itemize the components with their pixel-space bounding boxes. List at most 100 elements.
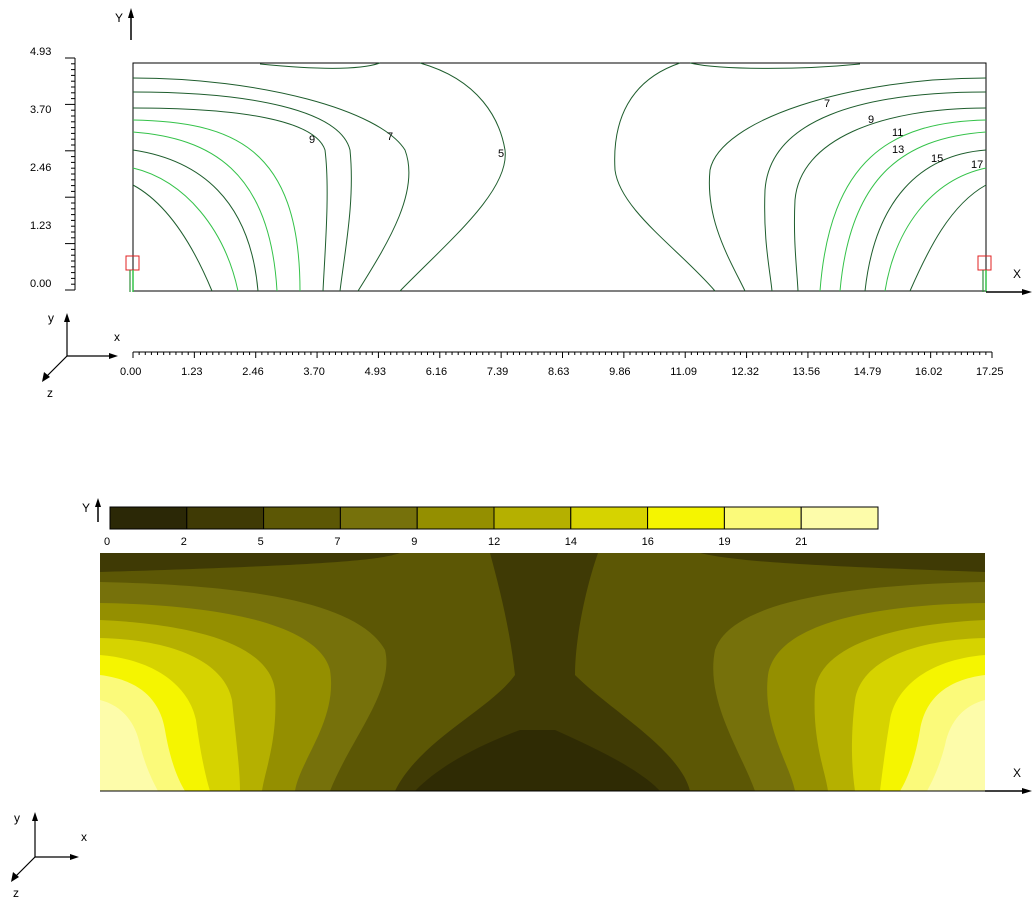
support-marker (977, 255, 992, 271)
contour-line (132, 131, 278, 292)
top-x-arrowhead (1022, 289, 1032, 295)
fill-band (927, 700, 985, 791)
legend-label: 5 (258, 536, 264, 548)
contour-label: 17 (971, 159, 983, 171)
contour-line (839, 131, 987, 292)
legend-swatch (416, 506, 495, 530)
y-tick-label: 3.70 (30, 104, 51, 116)
legend-label: 9 (411, 536, 417, 548)
legend-swatch (647, 506, 725, 530)
fill-band (395, 553, 690, 791)
top-contour-labels: 9 7 5 7 9 11 13 15 17 (309, 98, 983, 171)
y-tick-label: 1.23 (30, 220, 51, 232)
contour-line (259, 62, 381, 69)
x-tick-label: 2.46 (242, 366, 263, 378)
y-tick-label: 2.46 (30, 162, 51, 174)
top-view: Y 0.00 1.23 2.46 3.70 4.93 (30, 8, 1032, 400)
triad-y-arrowhead (64, 313, 70, 322)
legend-swatch (570, 506, 649, 530)
contour-label: 9 (868, 114, 874, 126)
x-tick-label: 9.86 (609, 366, 630, 378)
x-tick-label: 13.56 (793, 366, 821, 378)
legend-swatch (263, 506, 341, 530)
legend-label: 0 (104, 536, 110, 548)
top-axis-triad (42, 313, 118, 382)
top-contours-right (614, 62, 987, 292)
contour-line (132, 77, 410, 292)
y-tick-label: 0.00 (30, 278, 51, 290)
bottom-x-axis-title: X (1013, 766, 1021, 780)
x-tick-label: 17.25 (976, 366, 1004, 378)
contour-line (864, 149, 987, 292)
contour-line (132, 167, 239, 292)
top-y-ruler: 0.00 1.23 2.46 3.70 4.93 (30, 46, 76, 291)
contour-line (132, 184, 213, 292)
triad-y-arrowhead (32, 812, 38, 821)
triad-y-label: y (14, 811, 20, 825)
x-tick-label: 6.16 (426, 366, 447, 378)
x-tick-label: 1.23 (181, 366, 202, 378)
legend-label: 14 (565, 536, 577, 548)
top-contours-left (132, 62, 506, 292)
legend-swatch (493, 506, 572, 530)
contour-line (689, 62, 861, 69)
triad-z-arrowhead (11, 872, 19, 882)
triad-z-line (13, 856, 36, 879)
contour-line (132, 149, 259, 292)
triad-z-line (44, 355, 68, 379)
contour-label: 5 (498, 148, 504, 160)
triad-y-label: y (48, 311, 54, 325)
fill-band (100, 700, 158, 791)
contour-label: 7 (387, 131, 393, 143)
bottom-y-arrowhead (95, 498, 101, 507)
contour-line (884, 167, 987, 292)
contour-label: 11 (892, 127, 903, 139)
top-x-axis-title: X (1013, 267, 1021, 281)
support-left (125, 255, 140, 292)
triad-x-arrowhead (109, 353, 118, 359)
contour-label: 15 (931, 153, 943, 165)
y-tick-label: 4.93 (30, 46, 51, 58)
fill-band (100, 553, 400, 572)
legend-swatch (186, 506, 265, 530)
color-legend: 0 2 5 7 9 12 14 16 19 21 (104, 506, 879, 548)
top-x-ruler: 0.00 1.23 2.46 3.70 4.93 6.16 7.39 8.63 9.86 11.0… (120, 351, 1004, 378)
contour-line (132, 91, 352, 292)
triad-z-arrowhead (42, 372, 50, 382)
contour-line (819, 119, 987, 292)
contour-line (399, 62, 506, 292)
legend-swatch (800, 506, 879, 530)
legend-label: 16 (642, 536, 654, 548)
contour-line (708, 77, 987, 292)
triad-x-arrowhead (70, 854, 79, 860)
bottom-y-axis-title: Y (82, 501, 90, 515)
triad-x-label: x (114, 330, 120, 344)
x-tick-label: 3.70 (303, 366, 324, 378)
contour-label: 9 (309, 134, 315, 146)
support-right (977, 255, 992, 292)
triad-z-label: z (47, 386, 53, 400)
legend-swatch (723, 506, 802, 530)
x-tick-label: 16.02 (915, 366, 943, 378)
legend-label: 21 (795, 536, 807, 548)
contour-label: 13 (892, 144, 904, 156)
legend-label: 7 (334, 536, 340, 548)
contour-line (764, 91, 987, 292)
x-tick-label: 14.79 (854, 366, 882, 378)
bottom-x-arrowhead (1022, 788, 1032, 794)
triad-z-label: z (13, 886, 19, 900)
contour-line (132, 107, 328, 292)
fill-band (415, 730, 660, 791)
top-y-arrowhead (128, 8, 134, 18)
bottom-axis-triad (11, 812, 79, 882)
x-tick-label: 0.00 (120, 366, 141, 378)
x-tick-label: 7.39 (487, 366, 508, 378)
filled-contour-plot (100, 553, 985, 792)
contour-line (614, 62, 716, 292)
top-y-axis-title: Y (115, 11, 123, 25)
triad-x-label: x (81, 830, 87, 844)
fill-band (700, 553, 985, 572)
bottom-view: Y 0 2 5 7 9 12 14 16 19 21 (11, 498, 1032, 900)
legend-label: 2 (181, 536, 187, 548)
